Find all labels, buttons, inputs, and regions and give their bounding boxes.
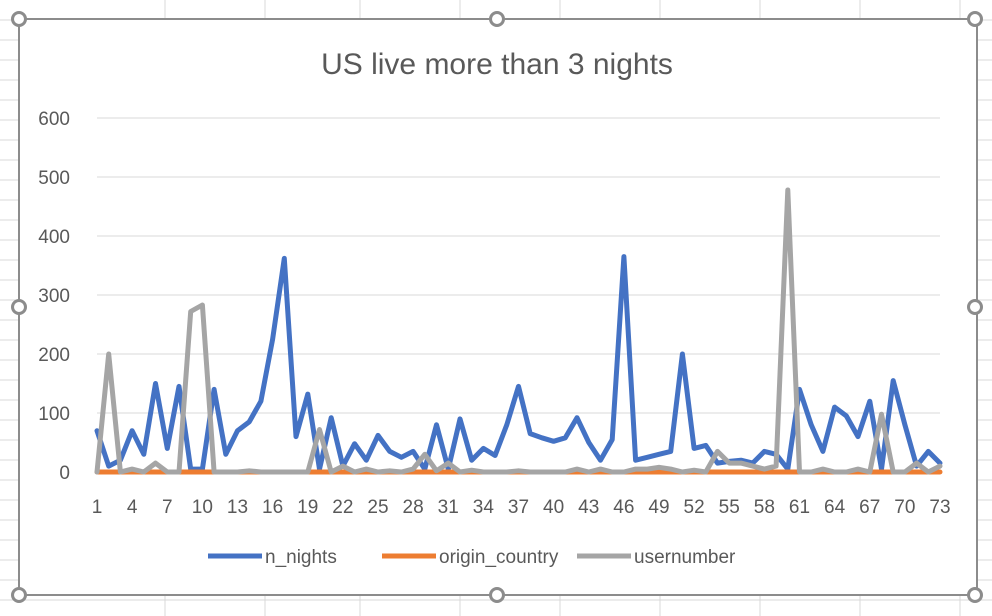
- x-tick-label: 73: [929, 497, 950, 518]
- chart-area[interactable]: [18, 18, 978, 596]
- y-tick-label: 100: [38, 404, 70, 425]
- chart-title[interactable]: US live more than 3 nights: [321, 48, 673, 81]
- x-tick-label: 10: [192, 497, 213, 518]
- x-tick-label: 1: [92, 497, 103, 518]
- resize-handle[interactable]: [489, 11, 505, 27]
- resize-handle[interactable]: [11, 11, 27, 27]
- x-tick-label: 13: [227, 497, 248, 518]
- x-tick-label: 25: [367, 497, 388, 518]
- legend[interactable]: n_nights origin_country usernumber: [208, 547, 736, 568]
- x-tick-label: 4: [127, 497, 138, 518]
- x-tick-label: 61: [789, 497, 810, 518]
- x-tick-label: 28: [403, 497, 424, 518]
- y-gridlines: [97, 117, 940, 473]
- x-tick-label: 16: [262, 497, 283, 518]
- y-tick-label: 600: [38, 109, 70, 130]
- legend-label-n-nights: n_nights: [265, 547, 337, 568]
- x-tick-label: 34: [473, 497, 495, 518]
- x-tick-label: 58: [754, 497, 775, 518]
- x-tick-label: 70: [894, 497, 915, 518]
- x-tick-label: 31: [438, 497, 459, 518]
- x-tick-label: 52: [684, 497, 705, 518]
- x-tick-label: 22: [332, 497, 353, 518]
- x-axis-tick-labels: 1 4 7 10 13 16 19 22 25 28 31 34 37 40 43 46 49 52 55 58 61 6…: [92, 497, 951, 518]
- resize-handle[interactable]: [967, 587, 983, 603]
- series-line-n-nights[interactable]: [94, 254, 943, 472]
- y-tick-label: 300: [38, 286, 70, 307]
- y-tick-label: 400: [38, 227, 70, 248]
- x-tick-label: 67: [859, 497, 880, 518]
- series-lines: [94, 187, 943, 475]
- y-axis-tick-labels: 0 100 200 300 400 500 600: [38, 109, 70, 484]
- resize-handle[interactable]: [11, 299, 27, 315]
- x-tick-label: 49: [648, 497, 669, 518]
- resize-handle[interactable]: [11, 587, 27, 603]
- x-tick-label: 40: [543, 497, 564, 518]
- legend-label-usernumber: usernumber: [634, 547, 736, 568]
- series-line-usernumber[interactable]: [94, 187, 943, 475]
- resize-handle[interactable]: [489, 587, 505, 603]
- y-tick-label: 200: [38, 345, 70, 366]
- x-tick-label: 43: [578, 497, 599, 518]
- resize-handle[interactable]: [967, 299, 983, 315]
- x-tick-label: 37: [508, 497, 529, 518]
- x-tick-label: 55: [719, 497, 740, 518]
- x-tick-label: 7: [162, 497, 173, 518]
- resize-handle[interactable]: [967, 11, 983, 27]
- y-tick-label: 500: [38, 168, 70, 189]
- x-tick-label: 46: [613, 497, 634, 518]
- x-tick-label: 19: [297, 497, 318, 518]
- x-tick-label: 64: [824, 497, 846, 518]
- y-tick-label: 0: [59, 463, 70, 484]
- legend-label-origin-country: origin_country: [439, 547, 559, 568]
